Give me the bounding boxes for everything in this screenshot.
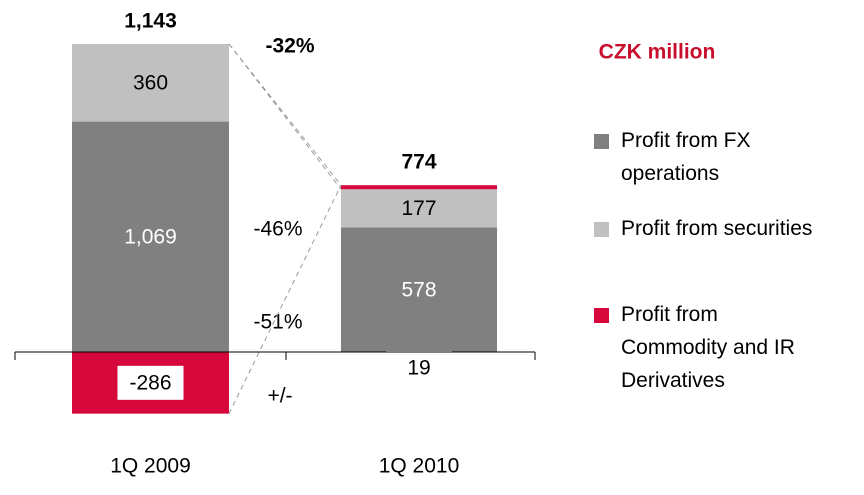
- bar-segment: [341, 189, 497, 228]
- total-label: 1,143: [124, 10, 177, 33]
- data-label: -286: [129, 371, 171, 394]
- legend-label: Profit from FX operations: [621, 129, 751, 185]
- data-label: 19: [407, 357, 430, 380]
- connector: [228, 43, 342, 190]
- chart-title: CZK million: [599, 41, 716, 64]
- legend-label: Profit from Commodity and IR Derivatives: [621, 303, 795, 392]
- data-label: 177: [401, 197, 436, 220]
- bar-segment: [72, 121, 229, 353]
- legend-swatch: [594, 222, 609, 237]
- total-label: 774: [401, 151, 436, 174]
- bar-segment: [341, 185, 497, 190]
- bar-segment: [341, 227, 497, 352]
- label-box: [117, 365, 184, 400]
- data-label: 578: [401, 278, 436, 301]
- x-tick-label: 1Q 2010: [379, 455, 460, 478]
- data-label: 1,069: [124, 225, 177, 248]
- annotation: +/-: [267, 385, 292, 408]
- connector: [228, 184, 342, 414]
- annotation: -32%: [265, 35, 314, 58]
- annotation: -51%: [253, 311, 302, 334]
- data-label: 360: [133, 71, 168, 94]
- legend-swatch: [594, 134, 609, 149]
- legend-swatch: [594, 308, 609, 323]
- annotation: -46%: [253, 218, 302, 241]
- x-tick-label: 1Q 2009: [110, 455, 191, 478]
- bar-segment: [72, 44, 229, 122]
- label-box: [386, 351, 452, 385]
- legend-label: Profit from securities: [621, 217, 813, 240]
